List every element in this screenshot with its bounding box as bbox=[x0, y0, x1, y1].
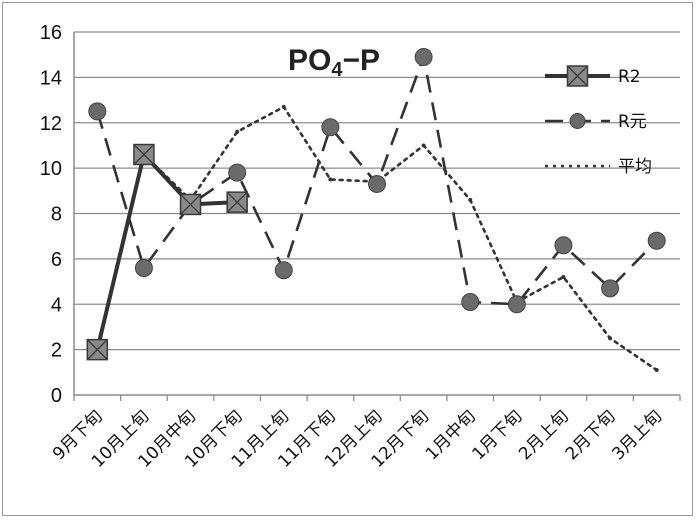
data-point-R元 bbox=[134, 258, 153, 277]
legend-entry-平均: 平均 bbox=[545, 157, 652, 177]
x-tick-label: 3月上旬 bbox=[608, 406, 666, 464]
data-point-R元 bbox=[228, 163, 247, 182]
x-axis-ticks: 9月下旬10月上旬10月中旬10月下旬11月上旬11月下旬12月上旬12月下旬1… bbox=[49, 406, 666, 472]
legend-entry-R2: R2 bbox=[545, 65, 641, 87]
series-R元 bbox=[88, 47, 666, 314]
legend-label-平均: 平均 bbox=[618, 157, 652, 177]
y-tick-label-2: 2 bbox=[51, 340, 62, 362]
y-axis-ticks: 0 2 4 6 8 10 12 14 16 bbox=[40, 22, 62, 407]
data-point-平均 bbox=[561, 275, 566, 280]
data-point-平均 bbox=[468, 197, 473, 202]
axes bbox=[73, 32, 681, 401]
chart-title: PO4−P bbox=[288, 44, 380, 81]
data-point-R元 bbox=[554, 236, 573, 255]
data-point-cross bbox=[226, 191, 248, 213]
data-point-平均 bbox=[235, 129, 240, 134]
y-tick-label-6: 6 bbox=[51, 249, 62, 271]
legend-label-R2: R2 bbox=[618, 67, 641, 87]
y-tick-label-12: 12 bbox=[40, 113, 62, 135]
data-point-平均 bbox=[608, 336, 613, 341]
legend-marker-cross bbox=[567, 65, 588, 87]
x-tick-label: 1月下旬 bbox=[469, 406, 527, 464]
series-layer bbox=[86, 47, 666, 373]
series-R2 bbox=[86, 143, 248, 361]
y-tick-label-10: 10 bbox=[40, 158, 62, 180]
y-tick-label-8: 8 bbox=[51, 204, 62, 226]
data-point-平均 bbox=[421, 143, 426, 148]
data-point-R元 bbox=[88, 102, 107, 121]
data-point-R元 bbox=[647, 231, 666, 250]
legend-label-R元: R元 bbox=[618, 112, 647, 132]
x-tick-label: 2月下旬 bbox=[562, 406, 620, 464]
y-tick-label-14: 14 bbox=[40, 67, 62, 89]
y-tick-label-16: 16 bbox=[40, 22, 62, 44]
data-point-R元 bbox=[368, 175, 386, 194]
x-tick-label: 2月上旬 bbox=[515, 406, 573, 464]
series-line-平均 bbox=[142, 105, 658, 372]
y-tick-label-4: 4 bbox=[51, 294, 62, 316]
legend-marker bbox=[569, 113, 586, 129]
data-point-R元 bbox=[414, 47, 433, 66]
data-point-平均 bbox=[281, 104, 286, 109]
legend-entry-R元: R元 bbox=[545, 112, 647, 132]
data-point-平均 bbox=[328, 177, 333, 182]
y-tick-label-0: 0 bbox=[51, 385, 62, 407]
x-tick-label: 1月中旬 bbox=[422, 406, 480, 464]
data-point-R元 bbox=[274, 261, 293, 280]
data-point-R元 bbox=[321, 118, 340, 137]
data-point-R元 bbox=[461, 292, 480, 311]
data-point-cross bbox=[86, 339, 108, 361]
data-point-cross bbox=[180, 193, 201, 215]
series-line-R2 bbox=[95, 152, 238, 351]
data-point-平均 bbox=[654, 368, 659, 373]
data-point-cross bbox=[133, 144, 155, 165]
data-point-R元 bbox=[507, 295, 526, 314]
data-point-R元 bbox=[601, 279, 620, 298]
series-平均 bbox=[141, 104, 659, 373]
